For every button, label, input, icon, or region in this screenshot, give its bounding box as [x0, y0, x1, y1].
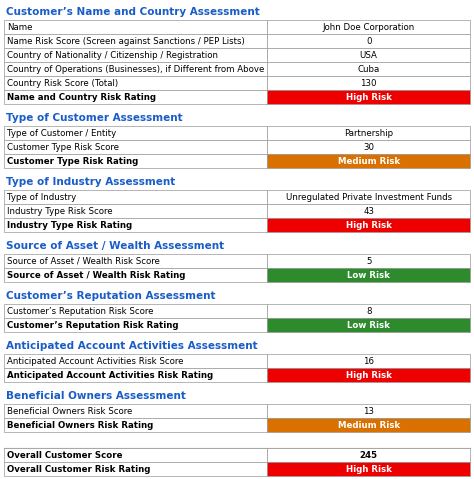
Bar	[4, 268, 267, 282]
Text: Source of Asset / Wealth Risk Rating: Source of Asset / Wealth Risk Rating	[7, 271, 185, 280]
Bar	[4, 448, 267, 462]
Text: Industry Type Risk Rating: Industry Type Risk Rating	[7, 220, 132, 229]
Bar	[4, 76, 267, 90]
Text: Overall Customer Score: Overall Customer Score	[7, 451, 122, 459]
Bar	[4, 462, 267, 476]
Bar	[267, 90, 470, 104]
Bar	[267, 154, 470, 168]
Bar	[4, 190, 267, 204]
Bar	[267, 190, 470, 204]
Bar	[4, 154, 267, 168]
Text: 130: 130	[360, 79, 377, 88]
Text: 16: 16	[363, 356, 374, 365]
Bar	[4, 318, 267, 332]
Text: USA: USA	[360, 50, 378, 59]
Bar	[267, 204, 470, 218]
Bar	[267, 140, 470, 154]
Text: Industry Type Risk Score: Industry Type Risk Score	[7, 206, 113, 216]
Text: Beneficial Owners Risk Rating: Beneficial Owners Risk Rating	[7, 421, 153, 430]
Text: Country of Operations (Businesses), if Different from Above: Country of Operations (Businesses), if D…	[7, 65, 264, 73]
Bar	[267, 354, 470, 368]
Text: Type of Customer / Entity: Type of Customer / Entity	[7, 128, 116, 137]
Bar	[4, 254, 267, 268]
Bar	[4, 418, 267, 432]
Text: 8: 8	[366, 307, 372, 316]
Text: Beneficial Owners Assessment: Beneficial Owners Assessment	[6, 391, 186, 401]
Text: Overall Customer Risk Rating: Overall Customer Risk Rating	[7, 465, 150, 474]
Bar	[267, 34, 470, 48]
Text: Customer’s Reputation Risk Score: Customer’s Reputation Risk Score	[7, 307, 154, 316]
Bar	[267, 254, 470, 268]
Text: 0: 0	[366, 36, 372, 46]
Text: 43: 43	[363, 206, 374, 216]
Text: Name Risk Score (Screen against Sanctions / PEP Lists): Name Risk Score (Screen against Sanction…	[7, 36, 245, 46]
Bar	[267, 418, 470, 432]
Text: Anticipated Account Activities Risk Score: Anticipated Account Activities Risk Scor…	[7, 356, 183, 365]
Bar	[267, 318, 470, 332]
Bar	[267, 304, 470, 318]
Text: Country Risk Score (Total): Country Risk Score (Total)	[7, 79, 118, 88]
Text: 5: 5	[366, 256, 372, 265]
Text: Customer Type Risk Rating: Customer Type Risk Rating	[7, 157, 138, 166]
Bar	[4, 140, 267, 154]
Text: 13: 13	[363, 407, 374, 415]
Text: Low Risk: Low Risk	[347, 320, 390, 330]
Text: Anticipated Account Activities Assessment: Anticipated Account Activities Assessmen…	[6, 341, 258, 351]
Text: 30: 30	[363, 142, 374, 151]
Bar	[267, 48, 470, 62]
Bar	[4, 34, 267, 48]
Bar	[4, 48, 267, 62]
Bar	[267, 76, 470, 90]
Bar	[267, 126, 470, 140]
Text: Customer Type Risk Score: Customer Type Risk Score	[7, 142, 119, 151]
Text: Type of Industry: Type of Industry	[7, 193, 76, 202]
Text: Unregulated Private Investment Funds: Unregulated Private Investment Funds	[285, 193, 452, 202]
Text: Partnership: Partnership	[344, 128, 393, 137]
Text: Low Risk: Low Risk	[347, 271, 390, 280]
Bar	[267, 218, 470, 232]
Text: Name: Name	[7, 23, 33, 32]
Text: Type of Industry Assessment: Type of Industry Assessment	[6, 177, 175, 187]
Text: Medium Risk: Medium Risk	[337, 157, 400, 166]
Bar	[4, 90, 267, 104]
Text: Anticipated Account Activities Risk Rating: Anticipated Account Activities Risk Rati…	[7, 370, 213, 379]
Bar	[267, 368, 470, 382]
Text: Customer’s Reputation Risk Rating: Customer’s Reputation Risk Rating	[7, 320, 179, 330]
Bar	[4, 204, 267, 218]
Text: High Risk: High Risk	[346, 92, 392, 102]
Bar	[4, 304, 267, 318]
Bar	[267, 462, 470, 476]
Text: Beneficial Owners Risk Score: Beneficial Owners Risk Score	[7, 407, 132, 415]
Text: Customer’s Name and Country Assessment: Customer’s Name and Country Assessment	[6, 7, 260, 17]
Text: Name and Country Risk Rating: Name and Country Risk Rating	[7, 92, 156, 102]
Text: Source of Asset / Wealth Risk Score: Source of Asset / Wealth Risk Score	[7, 256, 160, 265]
Bar	[267, 20, 470, 34]
Text: John Doe Corporation: John Doe Corporation	[322, 23, 415, 32]
Text: Type of Customer Assessment: Type of Customer Assessment	[6, 113, 182, 123]
Text: High Risk: High Risk	[346, 370, 392, 379]
Bar	[267, 268, 470, 282]
Text: High Risk: High Risk	[346, 220, 392, 229]
Text: Customer’s Reputation Assessment: Customer’s Reputation Assessment	[6, 291, 216, 301]
Bar	[267, 448, 470, 462]
Bar	[267, 404, 470, 418]
Text: 245: 245	[360, 451, 378, 459]
Text: Source of Asset / Wealth Assessment: Source of Asset / Wealth Assessment	[6, 241, 224, 251]
Bar	[267, 62, 470, 76]
Bar	[4, 126, 267, 140]
Text: Medium Risk: Medium Risk	[337, 421, 400, 430]
Text: High Risk: High Risk	[346, 465, 392, 474]
Bar	[4, 20, 267, 34]
Bar	[4, 404, 267, 418]
Text: Country of Nationality / Citizenship / Registration: Country of Nationality / Citizenship / R…	[7, 50, 218, 59]
Bar	[4, 218, 267, 232]
Bar	[4, 368, 267, 382]
Bar	[4, 354, 267, 368]
Text: Cuba: Cuba	[357, 65, 380, 73]
Bar	[4, 62, 267, 76]
